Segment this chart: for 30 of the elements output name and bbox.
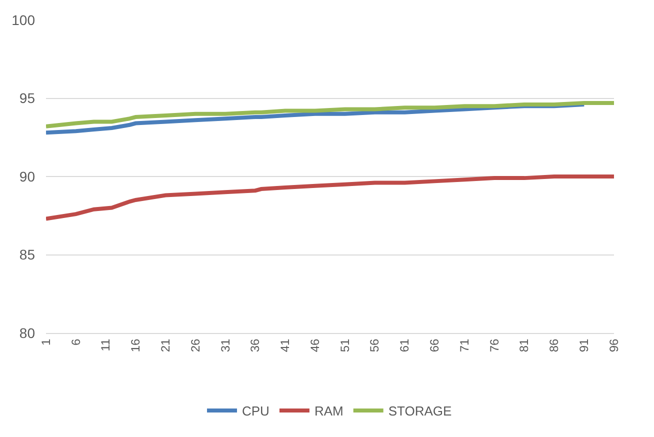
x-tick-label: 96 — [606, 338, 621, 352]
legend-label: STORAGE — [388, 404, 452, 419]
x-tick-label: 21 — [158, 338, 172, 352]
x-tick-label: 31 — [218, 338, 232, 352]
x-tick-label: 36 — [248, 338, 262, 352]
x-tick-label: 81 — [517, 338, 532, 352]
x-tick-label: 16 — [128, 338, 143, 352]
y-tick-label: 85 — [19, 246, 36, 263]
legend-label: CPU — [242, 404, 270, 419]
x-tick-label: 41 — [278, 338, 292, 352]
x-tick-label: 61 — [398, 338, 412, 352]
x-tick-label: 26 — [188, 338, 202, 352]
x-tick-label: 76 — [487, 338, 502, 352]
line-series — [46, 100, 614, 128]
x-tick-label: 86 — [547, 338, 562, 352]
x-tick-label: 91 — [577, 338, 592, 352]
x-tick-label: 71 — [457, 338, 472, 352]
legend-label: RAM — [314, 404, 344, 419]
x-tick-label: 51 — [338, 338, 352, 352]
line-series — [46, 174, 614, 221]
y-tick-label: 80 — [19, 324, 36, 341]
y-tick-label: 95 — [19, 90, 36, 106]
x-tick-label: 6 — [68, 338, 83, 346]
x-tick-label: 56 — [368, 338, 382, 352]
x-tick-label: 46 — [308, 338, 322, 352]
x-tick-label: 66 — [428, 338, 442, 352]
y-tick-label: 90 — [19, 168, 36, 184]
y-tick-label: 100 — [12, 12, 36, 28]
x-tick-label: 11 — [98, 338, 113, 352]
x-tick-label: 1 — [38, 338, 53, 346]
